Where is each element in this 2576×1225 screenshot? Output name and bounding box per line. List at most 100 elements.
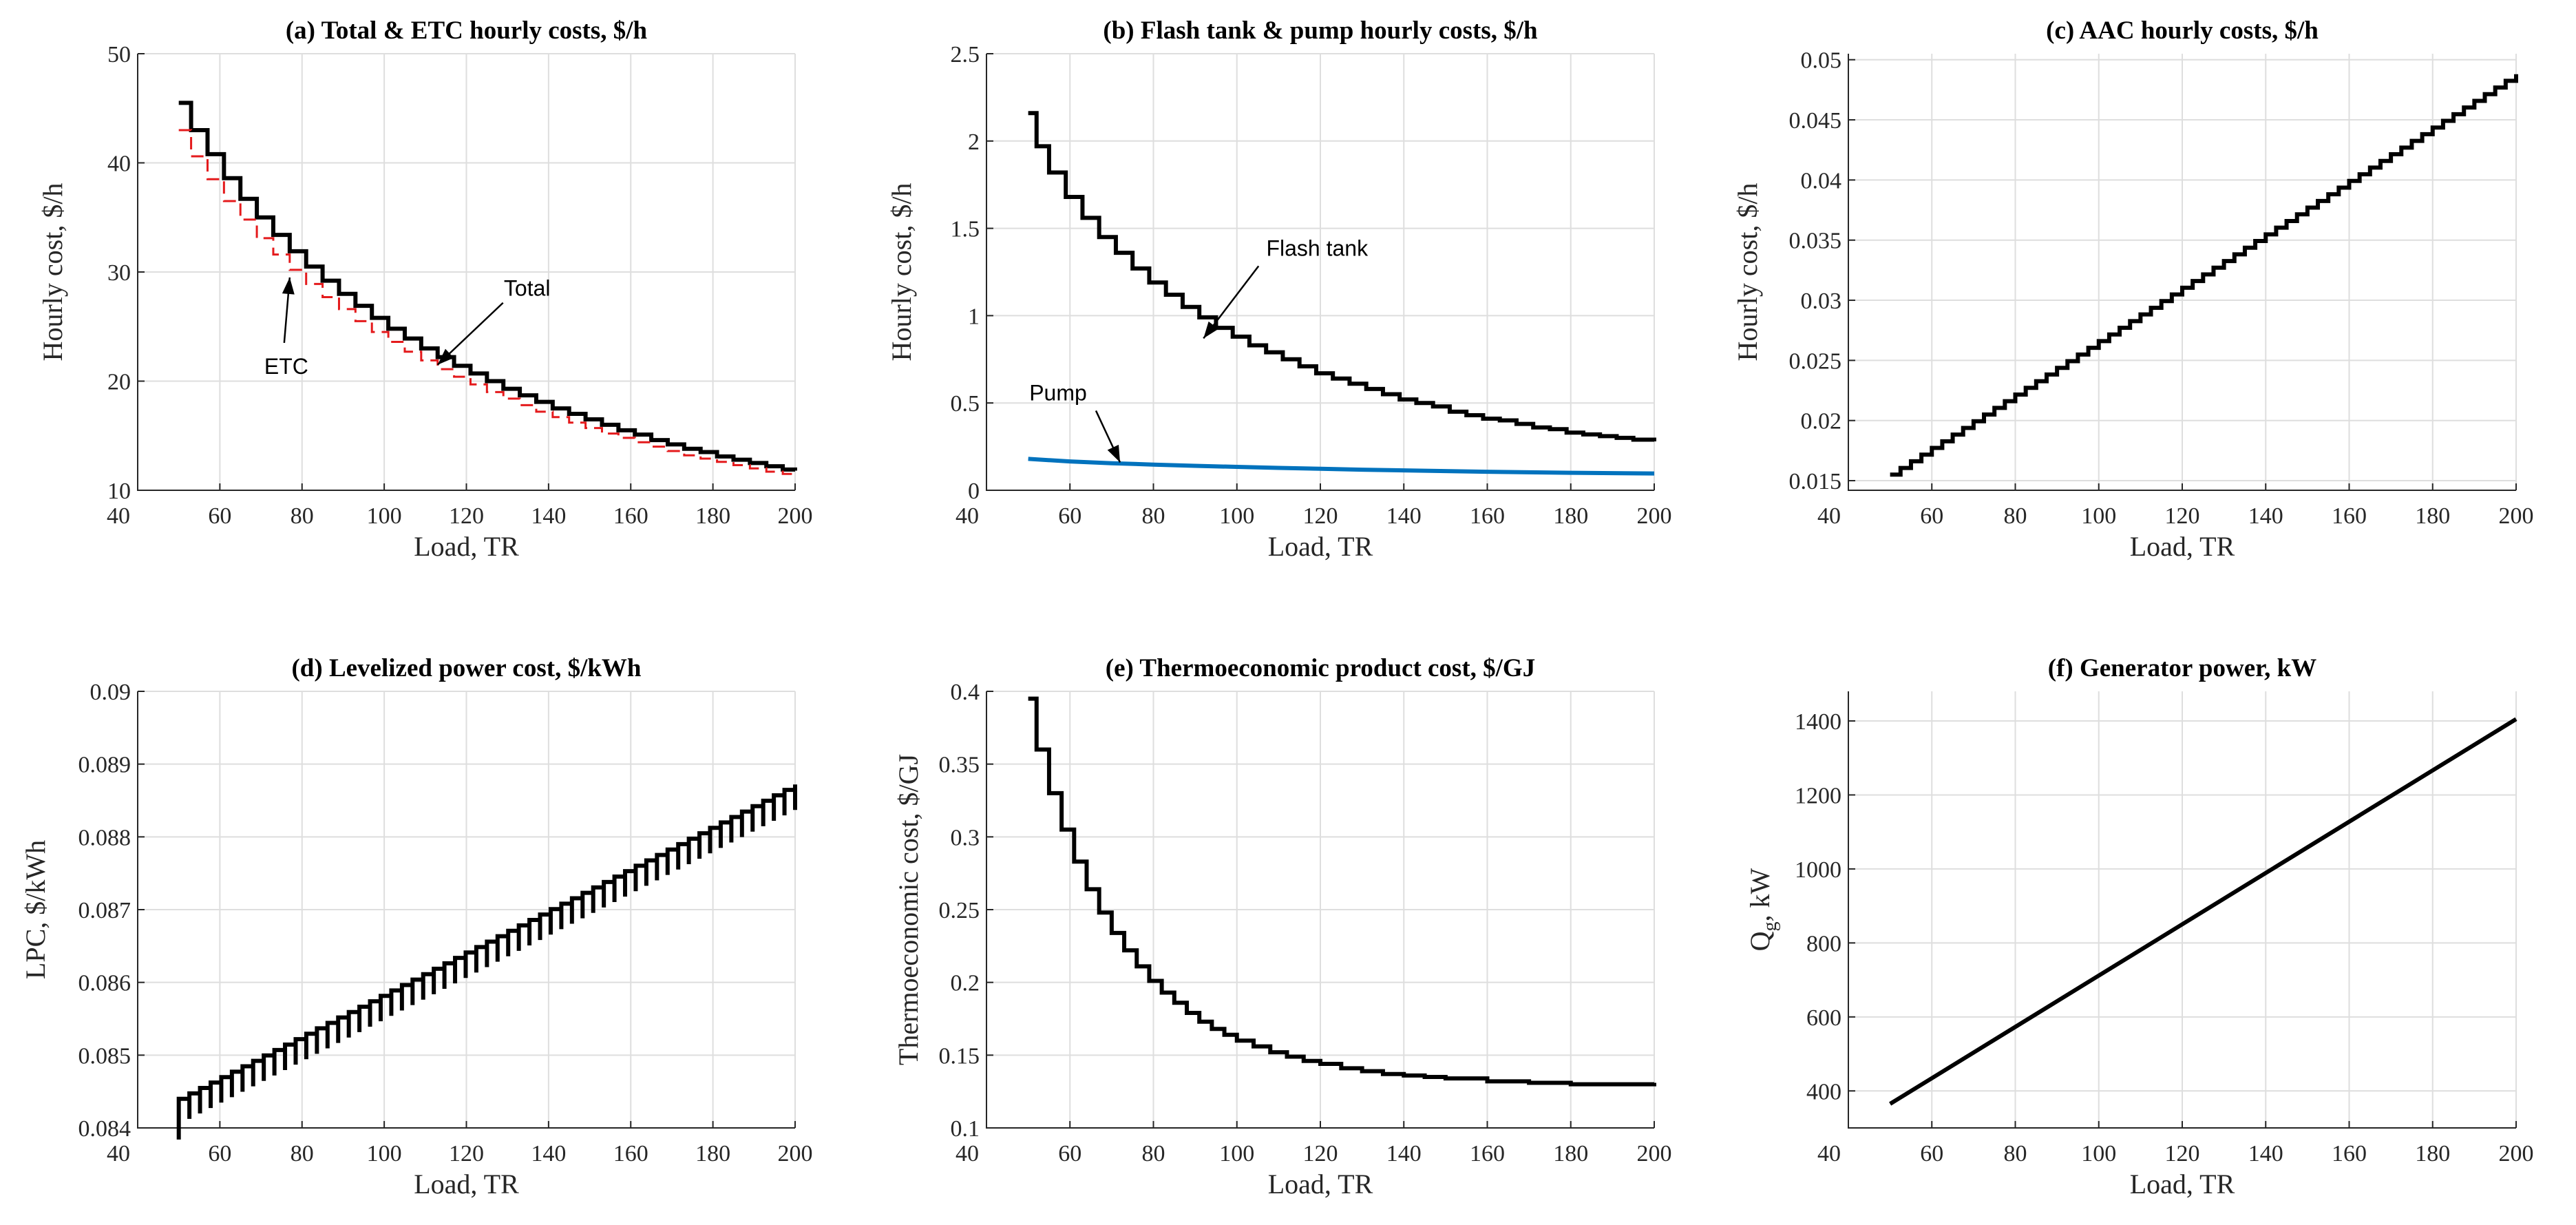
annotation-arrowhead	[437, 348, 454, 365]
x-tick-label: 200	[1637, 503, 1672, 529]
chart-title: (d) Levelized power cost, $/kWh	[291, 654, 641, 682]
y-tick-label: 0.087	[78, 898, 131, 923]
x-tick-label: 120	[2165, 503, 2200, 529]
x-tick-label: 100	[1219, 503, 1254, 529]
y-tick-label: 600	[1806, 1005, 1841, 1031]
y-tick-label: 0.35	[939, 753, 980, 778]
y-tick-label: 1400	[1795, 709, 1841, 735]
y-tick-label: 0.015	[1789, 469, 1842, 494]
x-tick-label: 100	[2081, 503, 2116, 529]
x-tick-label: 200	[2499, 1141, 2534, 1166]
y-tick-label: 0.084	[78, 1116, 131, 1142]
y-tick-label: 0.04	[1801, 168, 1842, 193]
chart-title: (c) AAC hourly costs, $/h	[2046, 17, 2319, 45]
chart-title: (e) Thermoeconomic product cost, $/GJ	[1106, 654, 1535, 682]
y-tick-label: 0.15	[939, 1043, 980, 1069]
x-tick-label: 160	[2332, 503, 2367, 529]
y-tick-label: 0.5	[951, 391, 980, 417]
y-axis-label-unit: , kW	[1744, 868, 1775, 921]
chart-c: 40 60 80 100 120 140 160 180 200 0.015 0.02 0.025 0.…	[1732, 17, 2534, 562]
series-thermoeconomic-cost	[1028, 696, 1656, 1087]
y-tick-label: 0.4	[951, 680, 980, 705]
x-tick-label: 40	[956, 1141, 979, 1166]
chart-a: 40 60 80 100 120 140 160 180 200 10 20 30 40 50 (a) To…	[37, 17, 813, 562]
x-tick-label: 80	[2004, 503, 2027, 529]
y-axis-label-main: Q	[1744, 931, 1775, 951]
x-tick-label: 140	[2248, 503, 2283, 529]
x-tick-label: 60	[208, 503, 231, 529]
x-tick-label: 120	[2165, 1141, 2200, 1166]
y-tick-label: 0	[968, 479, 980, 504]
series-total	[178, 101, 797, 472]
y-tick-label: 0.086	[78, 971, 131, 996]
x-axis-label: Load, TR	[1268, 531, 1373, 562]
x-tick-label: 100	[2081, 1141, 2116, 1166]
chart-title: (f) Generator power, kW	[2048, 654, 2317, 682]
y-tick-label: 10	[107, 479, 131, 504]
x-tick-label: 140	[531, 1141, 566, 1166]
x-tick-label: 200	[778, 503, 813, 529]
y-axis-label-sub: g	[1760, 921, 1781, 931]
chart-f: 40 60 80 100 120 140 160 180 200 400 600 800 1000 120…	[1744, 654, 2534, 1200]
y-tick-label: 0.3	[951, 825, 980, 850]
y-axis-label: LPC, $/kWh	[20, 840, 51, 979]
y-tick-label: 1200	[1795, 783, 1841, 808]
y-tick-label: 0.25	[939, 898, 980, 923]
y-tick-label: 800	[1806, 931, 1841, 956]
series-generator-power	[1889, 717, 2517, 1106]
x-axis-label: Load, TR	[414, 1169, 519, 1200]
x-axis-label: Load, TR	[2130, 1169, 2235, 1200]
x-tick-label: 80	[1142, 1141, 1165, 1166]
x-tick-label: 120	[1303, 503, 1338, 529]
x-tick-label: 180	[2415, 503, 2450, 529]
annotation-pump: Pump	[1029, 380, 1087, 405]
x-tick-label: 180	[695, 503, 730, 529]
y-tick-label: 2	[968, 129, 980, 155]
y-axis-label: Hourly cost, $/h	[37, 183, 68, 362]
y-tick-label: 1.5	[951, 217, 980, 242]
x-tick-label: 140	[1386, 1141, 1422, 1166]
x-tick-label: 180	[695, 1141, 730, 1166]
annotation-arrowhead	[282, 277, 295, 295]
series-aac	[1890, 74, 2518, 477]
x-tick-label: 200	[1637, 1141, 1672, 1166]
x-tick-label: 100	[1219, 1141, 1254, 1166]
x-tick-label: 60	[208, 1141, 231, 1166]
y-tick-label: 0.05	[1801, 48, 1842, 74]
y-tick-label: 0.09	[90, 680, 131, 705]
chart-b: 40 60 80 100 120 140 160 180 200 0 0.5 1 1.5 2 2.5 (b) …	[886, 17, 1672, 562]
y-axis-label: Hourly cost, $/h	[1732, 183, 1763, 362]
x-axis-label: Load, TR	[414, 531, 519, 562]
x-tick-label: 120	[1303, 1141, 1338, 1166]
y-tick-label: 400	[1806, 1079, 1841, 1104]
y-tick-label: 2.5	[951, 42, 980, 67]
chart-e: 40 60 80 100 120 140 160 180 200 0.1 0.15 0.2 0.25 0.…	[893, 654, 1672, 1200]
x-tick-label: 180	[2415, 1141, 2450, 1166]
y-tick-label: 0.2	[951, 971, 980, 996]
y-axis-label: Qg, kW	[1744, 868, 1781, 951]
x-tick-label: 40	[1817, 503, 1841, 529]
x-tick-label: 60	[1058, 1141, 1081, 1166]
y-tick-label: 50	[107, 42, 131, 67]
x-tick-label: 60	[1920, 1141, 1943, 1166]
x-tick-label: 40	[107, 503, 130, 529]
y-tick-label: 1	[968, 304, 980, 329]
chart-title: (a) Total & ETC hourly costs, $/h	[286, 17, 648, 45]
x-tick-label: 120	[449, 1141, 484, 1166]
x-tick-label: 80	[291, 1141, 314, 1166]
x-axis-label: Load, TR	[2130, 531, 2235, 562]
x-tick-label: 80	[291, 503, 314, 529]
x-tick-label: 80	[2004, 1141, 2027, 1166]
y-tick-label: 0.045	[1789, 108, 1842, 134]
x-tick-label: 60	[1920, 503, 1943, 529]
x-tick-label: 200	[2499, 503, 2534, 529]
y-tick-label: 30	[107, 260, 131, 286]
x-tick-label: 40	[1817, 1141, 1841, 1166]
x-tick-label: 160	[613, 503, 648, 529]
x-tick-label: 40	[956, 503, 979, 529]
x-tick-label: 100	[367, 503, 402, 529]
x-tick-label: 180	[1553, 503, 1588, 529]
x-tick-label: 160	[1470, 503, 1505, 529]
x-tick-label: 180	[1553, 1141, 1588, 1166]
x-tick-label: 100	[367, 1141, 402, 1166]
